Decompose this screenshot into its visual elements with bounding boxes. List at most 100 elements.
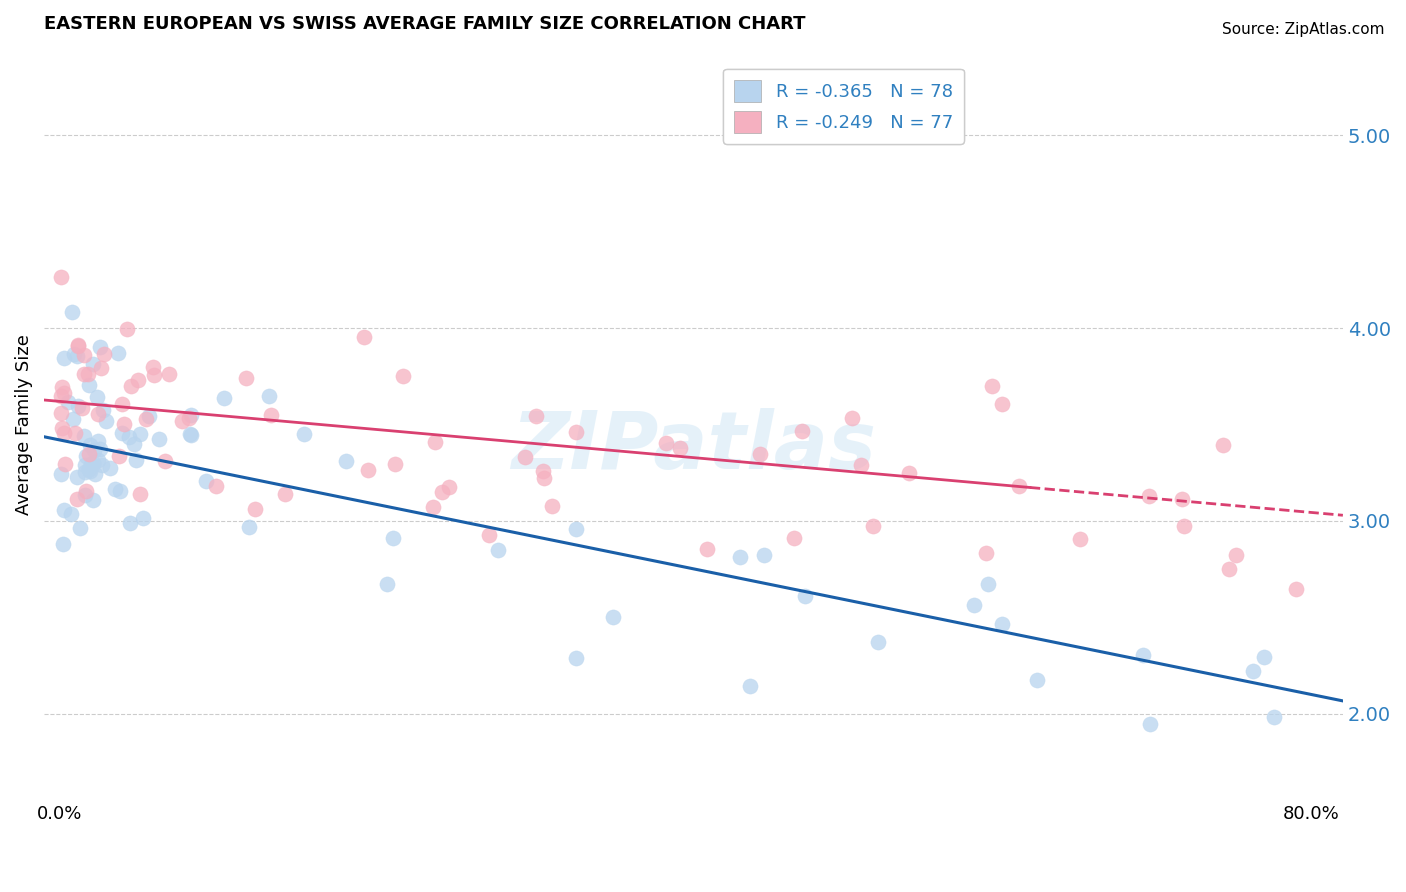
Point [1263,710,1285,724]
Point [84,467,107,482]
Point [82,457,104,471]
Point [963,598,986,612]
Text: Source: ZipAtlas.com: Source: ZipAtlas.com [1222,22,1385,37]
Point [991,397,1014,411]
Point [423,435,446,450]
Point [122,437,145,451]
Point [1218,561,1240,575]
Point [153,453,176,467]
Point [486,543,509,558]
Point [478,528,501,542]
Point [384,457,406,471]
Point [257,389,280,403]
Point [52,425,75,440]
Point [51,380,73,394]
Text: EASTERN EUROPEAN VS SWISS AVERAGE FAMILY SIZE CORRELATION CHART: EASTERN EUROPEAN VS SWISS AVERAGE FAMILY… [44,15,806,33]
Point [292,426,315,441]
Point [127,373,149,387]
Point [86,390,108,404]
Point [128,487,150,501]
Point [981,379,1004,393]
Point [80,457,103,471]
Point [90,361,112,376]
Point [129,426,152,441]
Point [260,408,283,422]
Point [51,389,73,403]
Point [357,463,380,477]
Point [740,679,762,693]
Point [56,395,79,409]
Point [107,345,129,359]
Point [353,329,375,343]
Point [51,421,73,435]
Point [82,493,104,508]
Point [51,269,73,284]
Point [1285,582,1308,596]
Point [243,502,266,516]
Point [63,347,86,361]
Point [135,412,157,426]
Point [696,541,718,556]
Point [112,417,135,431]
Point [205,479,228,493]
Point [107,449,129,463]
Point [422,500,444,514]
Point [52,351,75,365]
Point [66,350,89,364]
Point [1008,478,1031,492]
Point [1132,648,1154,662]
Point [148,432,170,446]
Point [83,443,105,458]
Point [66,492,89,507]
Point [868,635,890,649]
Point [86,453,108,467]
Point [728,549,751,564]
Point [974,546,997,560]
Point [898,466,921,480]
Point [111,426,134,441]
Point [142,359,165,374]
Point [89,442,111,456]
Point [98,460,121,475]
Point [179,426,201,441]
Point [67,339,90,353]
Point [96,414,118,428]
Point [1137,489,1160,503]
Point [1225,548,1247,562]
Point [111,397,134,411]
Point [754,548,776,562]
Point [77,461,100,475]
Point [170,414,193,428]
Point [1212,438,1234,452]
Point [120,516,142,530]
Point [849,458,872,472]
Point [52,386,75,401]
Point [131,510,153,524]
Point [66,337,89,351]
Point [274,486,297,500]
Point [437,480,460,494]
Point [120,379,142,393]
Point [841,410,863,425]
Point [212,392,235,406]
Point [794,589,817,603]
Point [602,610,624,624]
Point [67,399,90,413]
Point [238,520,260,534]
Point [91,403,114,417]
Point [375,577,398,591]
Point [533,471,555,485]
Point [93,347,115,361]
Point [862,519,884,533]
Point [1173,519,1195,533]
Point [79,464,101,478]
Point [72,428,94,442]
Point [79,438,101,452]
Point [382,532,405,546]
Point [1253,649,1275,664]
Point [790,424,813,438]
Point [513,450,536,464]
Point [52,536,75,550]
Point [157,367,180,381]
Point [73,368,96,382]
